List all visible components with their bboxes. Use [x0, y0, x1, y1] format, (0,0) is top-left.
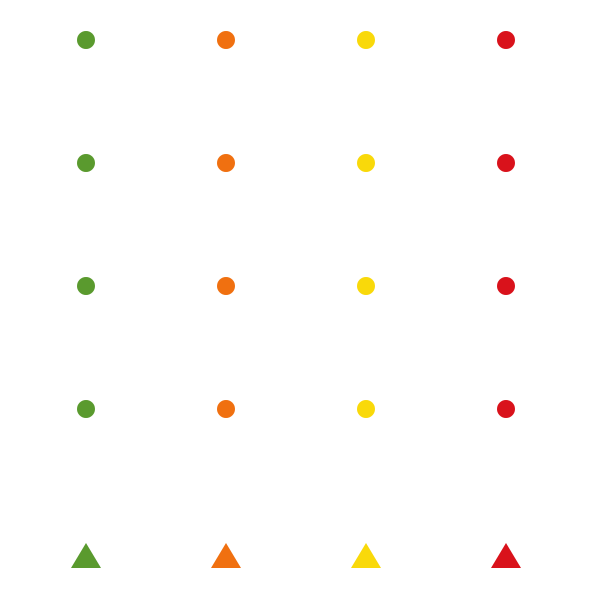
dot-col-1-row-3: [77, 277, 95, 295]
dot-col-2-row-4: [217, 400, 235, 418]
column-3: [346, 0, 386, 600]
dot-col-3-row-4: [357, 400, 375, 418]
dot-col-4-row-1: [497, 31, 515, 49]
triangle-marker-col-3: [351, 543, 381, 568]
dot-col-3-row-1: [357, 31, 375, 49]
dot-col-3-row-3: [357, 277, 375, 295]
triangle-marker-col-4: [491, 543, 521, 568]
dot-col-4-row-4: [497, 400, 515, 418]
column-1: [66, 0, 106, 600]
triangle-marker-col-1: [71, 543, 101, 568]
dot-col-4-row-2: [497, 154, 515, 172]
dot-col-1-row-4: [77, 400, 95, 418]
dot-col-2-row-2: [217, 154, 235, 172]
column-4: [486, 0, 526, 600]
dot-col-4-row-3: [497, 277, 515, 295]
dot-col-1-row-2: [77, 154, 95, 172]
dot-col-3-row-2: [357, 154, 375, 172]
triangle-marker-col-2: [211, 543, 241, 568]
dot-col-2-row-3: [217, 277, 235, 295]
dot-col-1-row-1: [77, 31, 95, 49]
dot-col-2-row-1: [217, 31, 235, 49]
column-2: [206, 0, 246, 600]
